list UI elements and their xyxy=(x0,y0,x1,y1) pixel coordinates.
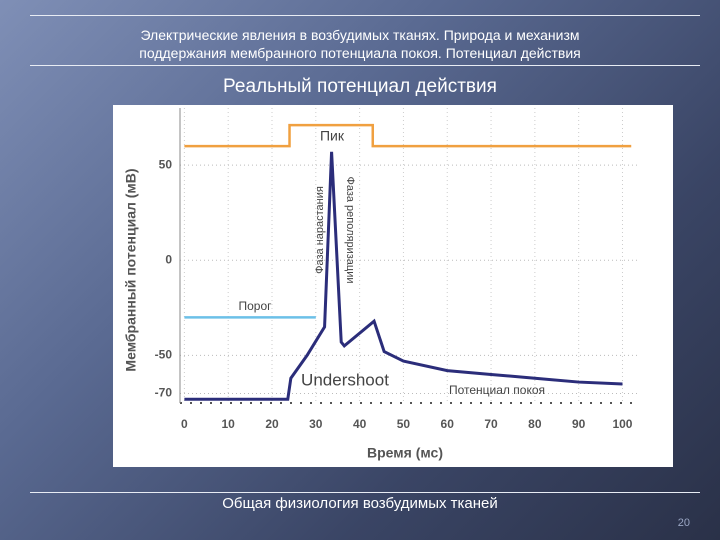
slide-title-2: поддержания мембранного потенциала покоя… xyxy=(139,45,581,61)
x-tick-label: 100 xyxy=(612,417,632,431)
x-tick-label: 20 xyxy=(265,417,279,431)
x-tick-label: 80 xyxy=(528,417,542,431)
x-axis-label: Время (мс) xyxy=(367,445,443,461)
chart-background xyxy=(113,105,673,467)
y-tick-label: 0 xyxy=(165,252,172,266)
y-tick-label: -70 xyxy=(155,386,173,400)
annotation: Порог xyxy=(238,299,272,313)
series-line xyxy=(184,151,623,401)
y-tick-label: 50 xyxy=(159,157,173,171)
series-line xyxy=(184,123,632,148)
x-tick-label: 60 xyxy=(441,417,455,431)
x-tick-label: 70 xyxy=(484,417,498,431)
x-tick-label: 50 xyxy=(397,417,411,431)
x-tick-label: 90 xyxy=(572,417,586,431)
annotation: Пик xyxy=(320,128,345,144)
page-number: 20 xyxy=(677,517,690,529)
x-tick-label: 30 xyxy=(309,417,323,431)
x-tick-label: 40 xyxy=(353,417,367,431)
y-tick-label: -50 xyxy=(155,348,173,362)
slide-footer: Общая физиология возбудимых тканей xyxy=(222,495,498,512)
divider xyxy=(30,492,700,493)
slide-title-1: Электрические явления в возбудимых тканя… xyxy=(140,27,580,43)
annotation: Фаза нарастания xyxy=(314,186,326,274)
annotation: Фаза реполяризации xyxy=(344,176,356,283)
x-tick-label: 0 xyxy=(181,417,188,431)
divider xyxy=(30,65,700,66)
x-tick-label: 10 xyxy=(222,417,236,431)
y-axis-label: Мембранный потенциал (мВ) xyxy=(123,168,139,371)
slide-subtitle: Реальный потенциал действия xyxy=(223,76,497,97)
annotation: Undershoot xyxy=(301,370,389,389)
annotation: Потенциал покоя xyxy=(449,383,545,397)
divider xyxy=(30,15,700,16)
